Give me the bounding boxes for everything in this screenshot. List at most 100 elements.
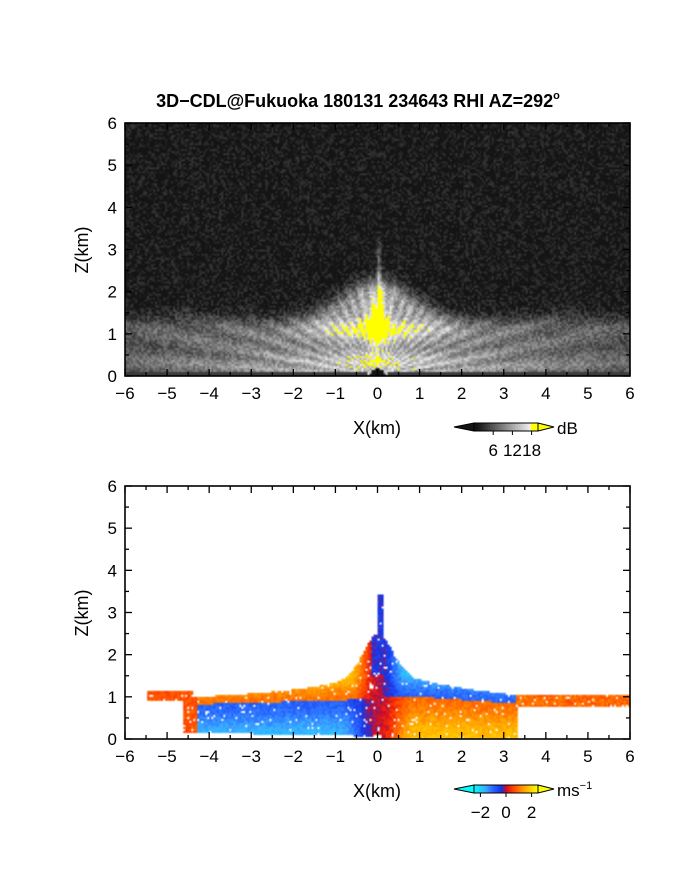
colorbar-segment [500, 423, 503, 431]
x-tick-label: −4 [199, 747, 218, 766]
x-tick-label: 1 [415, 384, 424, 403]
colorbar-segment [536, 785, 539, 793]
colorbar-high-arrow [537, 422, 555, 432]
y-tick-label: 1 [108, 688, 117, 707]
colorbar-segment [484, 785, 487, 793]
colorbar-segment [475, 423, 479, 431]
x-tick-label: 6 [625, 747, 634, 766]
x-tick-label: −5 [157, 384, 176, 403]
colorbar-tick-label: 12 [503, 441, 522, 460]
colorbar-tick-label: 0 [501, 803, 510, 822]
colorbar-segment [509, 423, 512, 431]
colorbar-segment [529, 423, 532, 431]
colorbar-segment [484, 423, 487, 431]
colorbar-segment [481, 423, 484, 431]
x-tick-label: 5 [583, 384, 592, 403]
y-tick-label: 6 [108, 477, 117, 496]
x-tick-label: −5 [157, 747, 176, 766]
y-tick-label: 1 [108, 325, 117, 344]
colorbar-tick-label: 18 [522, 441, 541, 460]
colorbar-segment [479, 785, 482, 793]
colorbar-segment [475, 785, 479, 793]
colorbar-segment [522, 423, 525, 431]
velocity-panel: −6 −5 −4 −3 −2 −1 0 1 2 3 4 5 6 0 1 2 3 4 5 6 X(km) Z(km) −… [72, 477, 635, 822]
colorbar-segment [523, 423, 527, 431]
colorbar-segment [513, 785, 516, 793]
x-tick-label: −3 [242, 747, 261, 766]
y-tick-label: 3 [108, 241, 117, 260]
y-tick-label: 0 [108, 730, 117, 749]
x-tick-label: 3 [499, 747, 508, 766]
colorbar-segment [477, 423, 480, 431]
colorbar-segment [516, 785, 519, 793]
colorbar-segment [520, 785, 523, 793]
x-tick-label: 4 [541, 747, 550, 766]
colorbar-segment [493, 785, 496, 793]
colorbar-segment [532, 785, 535, 793]
colorbar-segment [514, 423, 518, 431]
colorbar-segment [518, 423, 521, 431]
colorbar-segment [486, 785, 489, 793]
y-tick-label: 0 [108, 367, 117, 386]
colorbar-segment [497, 423, 500, 431]
colorbar-segment [491, 423, 495, 431]
colorbar-segment [498, 785, 502, 793]
colorbar-high-arrow [537, 784, 555, 794]
colorbar-segment [498, 423, 502, 431]
colorbar-segment [516, 423, 519, 431]
y-tick-label: 5 [108, 519, 117, 538]
colorbar-segment [495, 785, 498, 793]
colorbar-segment [504, 785, 507, 793]
colorbar-segment [490, 785, 493, 793]
velocity-x-label: X(km) [353, 781, 401, 801]
power-y-label: Z(km) [72, 227, 92, 274]
colorbar-segment [527, 423, 530, 431]
x-tick-label: 1 [415, 747, 424, 766]
velocity-y-label: Z(km) [72, 590, 92, 637]
x-tick-label: 6 [625, 384, 634, 403]
colorbar-tick-label: 2 [527, 803, 536, 822]
colorbar-segment [502, 423, 505, 431]
x-tick-label: 4 [541, 384, 550, 403]
colorbar-segment [507, 785, 511, 793]
colorbar-low-arrow [453, 422, 475, 432]
colorbar-segment [488, 785, 491, 793]
colorbar-segment [482, 423, 486, 431]
colorbar-segment [511, 423, 514, 431]
y-tick-label: 4 [108, 198, 117, 217]
colorbar-segment [520, 423, 523, 431]
colorbar-segment [532, 423, 535, 431]
figure-title: 3D−CDL@Fukuoka 180131 234643 RHI AZ=292o [156, 90, 560, 111]
colorbar-segment [486, 423, 489, 431]
x-tick-label: −3 [242, 384, 261, 403]
colorbar-segment [518, 785, 521, 793]
colorbar-tick-label: 6 [488, 441, 497, 460]
colorbar-segment [491, 785, 495, 793]
colorbar-segment [481, 785, 484, 793]
x-tick-label: −4 [199, 384, 218, 403]
colorbar-segment [495, 423, 498, 431]
colorbar-segment [500, 785, 503, 793]
colorbar-segment [530, 423, 534, 431]
colorbar-unit: dB [557, 419, 578, 438]
colorbar-segment [507, 423, 511, 431]
colorbar-segment [504, 423, 507, 431]
power-axes: −6 −5 −4 −3 −2 −1 0 1 2 3 4 5 6 0 1 2 3 4 5 6 [108, 114, 635, 403]
x-tick-label: 0 [373, 384, 382, 403]
colorbar-segment [502, 785, 505, 793]
y-tick-label: 2 [108, 646, 117, 665]
colorbar-segment [479, 423, 482, 431]
colorbar-segment [490, 423, 493, 431]
velocity-axes: −6 −5 −4 −3 −2 −1 0 1 2 3 4 5 6 0 1 2 3 4 5 6 [108, 477, 635, 766]
y-tick-label: 3 [108, 604, 117, 623]
colorbar-segment [527, 785, 530, 793]
colorbar-low-arrow [453, 784, 475, 794]
colorbar-segment [497, 785, 500, 793]
x-tick-label: −2 [284, 384, 303, 403]
colorbar-segment [529, 785, 532, 793]
colorbar-segment [534, 785, 537, 793]
x-tick-label: 2 [457, 384, 466, 403]
colorbar-segment [514, 785, 518, 793]
colorbar-segment [493, 423, 496, 431]
